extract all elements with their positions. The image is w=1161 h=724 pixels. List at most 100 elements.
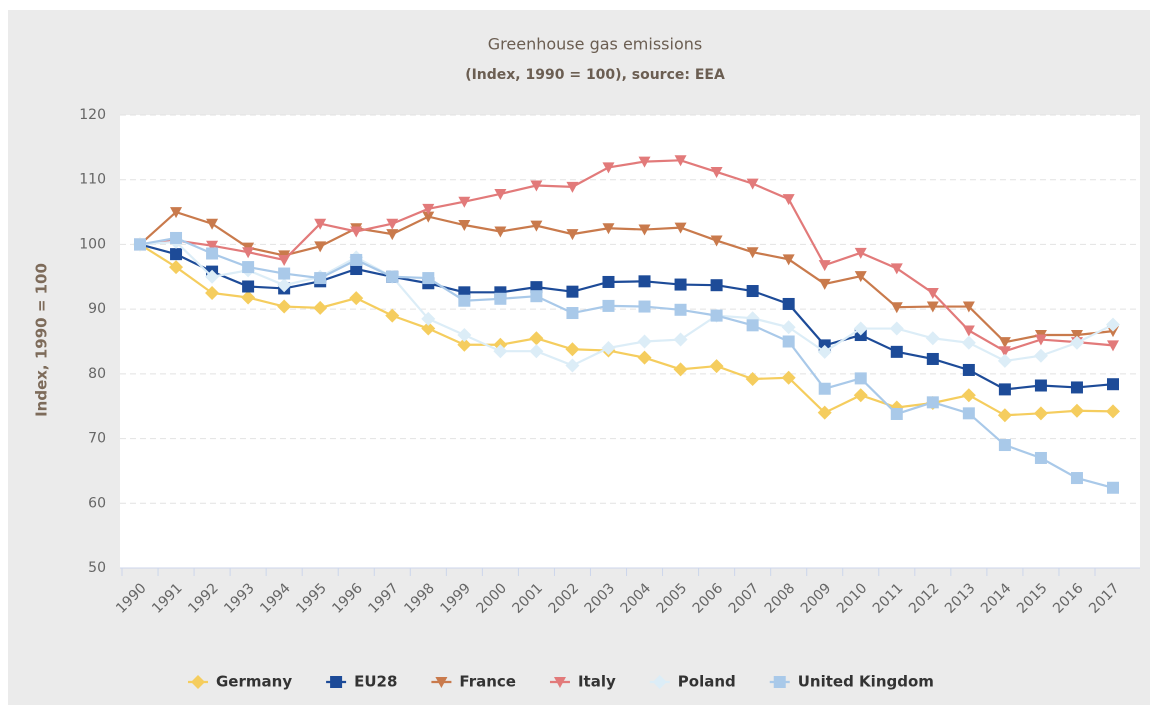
- data-point: [206, 218, 219, 230]
- data-point: [638, 156, 651, 168]
- data-point: [565, 358, 580, 373]
- data-point: [493, 344, 508, 359]
- data-point: [638, 275, 651, 288]
- data-point: [421, 321, 436, 336]
- data-point: [314, 272, 327, 285]
- data-point: [818, 382, 831, 395]
- legend-item: EU28: [326, 673, 397, 691]
- data-point: [1033, 348, 1048, 363]
- data-point: [854, 372, 867, 385]
- legend-label: United Kingdom: [798, 673, 934, 691]
- legend-item: Poland: [649, 673, 736, 691]
- data-point: [530, 180, 543, 192]
- data-point: [746, 178, 759, 190]
- data-point: [817, 344, 832, 359]
- data-point: [817, 405, 832, 420]
- data-point: [602, 223, 615, 235]
- data-point: [926, 352, 939, 365]
- legend-symbol: [652, 675, 667, 689]
- y-tick-label: 50: [88, 560, 106, 576]
- legend-symbol: [435, 677, 448, 688]
- data-point: [962, 363, 975, 376]
- data-point: [926, 287, 939, 299]
- legend-symbol: [330, 676, 343, 688]
- data-point: [782, 194, 795, 206]
- y-tick-label: 110: [79, 172, 106, 188]
- data-point: [998, 346, 1011, 358]
- y-tick-label: 70: [88, 431, 106, 447]
- data-point: [566, 285, 579, 298]
- data-point: [637, 334, 652, 349]
- data-point: [889, 321, 904, 336]
- data-point: [421, 311, 436, 326]
- series-line: [139, 243, 1114, 417]
- data-point: [566, 307, 579, 320]
- data-point: [961, 335, 976, 350]
- data-point: [710, 166, 723, 178]
- series-line: [139, 210, 1114, 344]
- data-point: [277, 278, 292, 293]
- data-point: [1069, 403, 1084, 418]
- legend-item: Italy: [549, 673, 616, 691]
- series-line: [139, 159, 1114, 353]
- data-point: [494, 188, 507, 200]
- data-point: [637, 350, 652, 365]
- data-point: [602, 275, 615, 288]
- data-point: [242, 280, 255, 293]
- data-point: [673, 362, 688, 377]
- data-point: [530, 290, 543, 303]
- data-point: [169, 260, 184, 275]
- data-point: [746, 319, 759, 332]
- data-point: [206, 240, 219, 252]
- legend-label: Germany: [216, 673, 292, 691]
- data-point: [781, 370, 796, 385]
- data-point: [854, 271, 867, 283]
- legend-item: United Kingdom: [769, 673, 934, 691]
- data-point: [710, 309, 723, 322]
- data-point: [529, 344, 544, 359]
- data-point: [745, 372, 760, 387]
- data-point: [674, 278, 687, 291]
- data-point: [386, 218, 399, 230]
- data-point: [241, 290, 256, 305]
- data-point: [205, 269, 220, 284]
- data-point: [638, 300, 651, 313]
- data-point: [422, 203, 435, 215]
- data-point: [710, 235, 723, 247]
- legend-label: Poland: [678, 673, 736, 691]
- data-point: [314, 241, 327, 253]
- data-point: [206, 247, 219, 260]
- data-point: [710, 279, 723, 292]
- data-point: [458, 220, 471, 232]
- data-point: [674, 222, 687, 234]
- legend-symbol: [191, 675, 205, 689]
- y-tick-label: 80: [88, 366, 106, 382]
- data-point: [1034, 451, 1047, 464]
- y-axis-label: Index, 1990 = 100: [33, 263, 51, 417]
- data-point: [134, 238, 146, 251]
- y-tick-label: 100: [79, 236, 106, 252]
- data-point: [1034, 379, 1047, 392]
- data-point: [566, 229, 579, 241]
- data-point: [278, 254, 291, 266]
- data-point: [529, 331, 544, 346]
- legend-item: France: [431, 673, 516, 691]
- data-point: [350, 263, 363, 276]
- data-point: [782, 254, 795, 266]
- data-point: [926, 301, 939, 313]
- data-point: [1034, 334, 1047, 346]
- data-point: [673, 332, 688, 347]
- data-point: [170, 207, 183, 219]
- data-point: [494, 292, 507, 305]
- data-point: [818, 278, 831, 290]
- series-line: [139, 243, 1114, 391]
- data-point: [998, 383, 1011, 396]
- data-point: [961, 388, 976, 403]
- chart-title: Greenhouse gas emissions: [488, 35, 702, 54]
- data-point: [925, 331, 940, 346]
- data-point: [277, 299, 292, 314]
- data-point: [890, 263, 903, 275]
- data-point: [458, 196, 471, 208]
- data-point: [422, 272, 435, 285]
